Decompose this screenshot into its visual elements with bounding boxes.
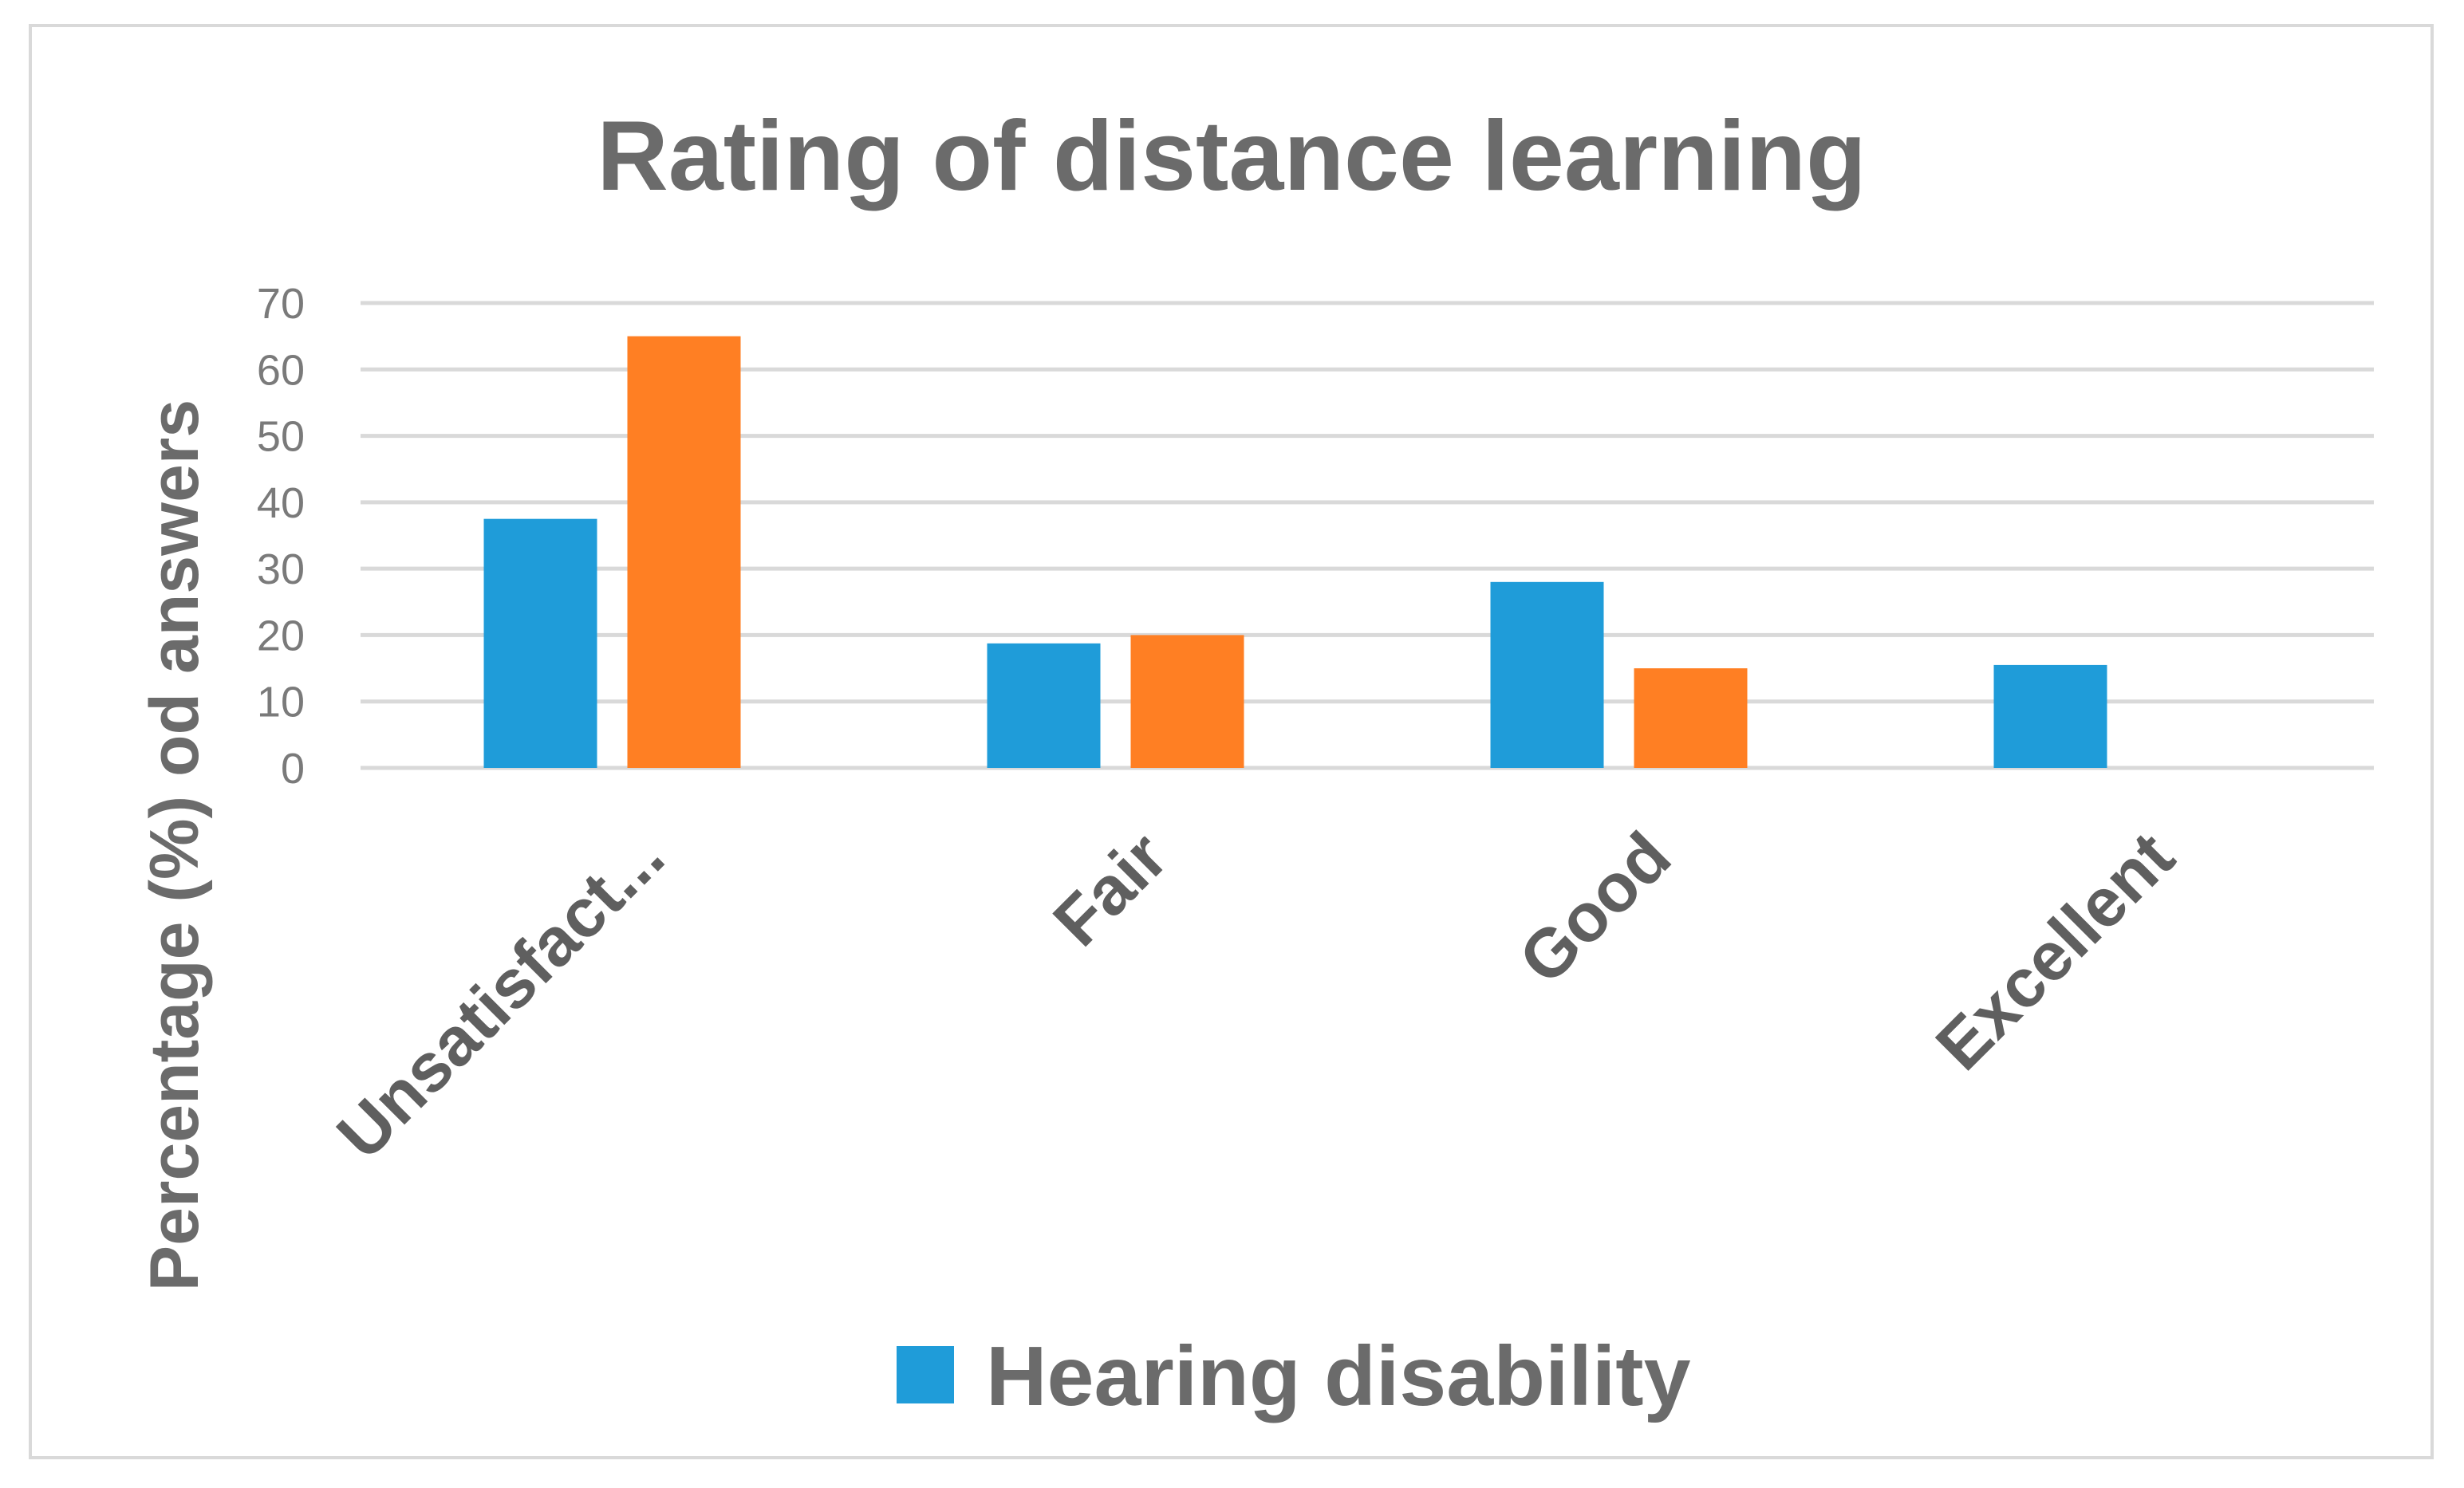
bar-series2-1 [627,336,741,769]
bar-series2-3 [1634,668,1748,768]
y-tick-label: 50 [257,413,305,461]
y-tick-label: 30 [257,545,305,593]
y-tick-label: 0 [281,745,305,793]
x-axis-categories: Unsatisfact... Fair Good Excellent [323,818,2189,1174]
x-category-label: Fair [1039,818,1182,961]
bar-series1-3 [1490,581,1604,768]
legend-swatch-hearing-disability [897,1346,954,1403]
legend: Hearing disability [897,1329,1691,1423]
x-category-label: Unsatisfact... [323,818,679,1174]
y-tick-label: 40 [257,479,305,527]
chart-title: Rating of distance learning [597,101,1867,211]
bar-series1-1 [483,518,597,768]
y-tick-label: 10 [257,679,305,726]
y-tick-label: 20 [257,612,305,659]
bar-series1-2 [987,643,1101,768]
bar-series2-2 [1130,635,1244,768]
y-axis-label: Percentage (%) od answers [136,400,213,1291]
x-category-label: Excellent [1922,818,2189,1085]
y-tick-label: 70 [257,280,305,328]
x-category-label: Good [1504,818,1685,999]
bar-series1-4 [1993,664,2107,768]
legend-label-hearing-disability: Hearing disability [986,1329,1691,1423]
bars [483,336,2107,769]
y-tick-label: 60 [257,346,305,394]
y-axis-ticks: 0 10 20 30 40 50 60 70 [257,280,305,793]
